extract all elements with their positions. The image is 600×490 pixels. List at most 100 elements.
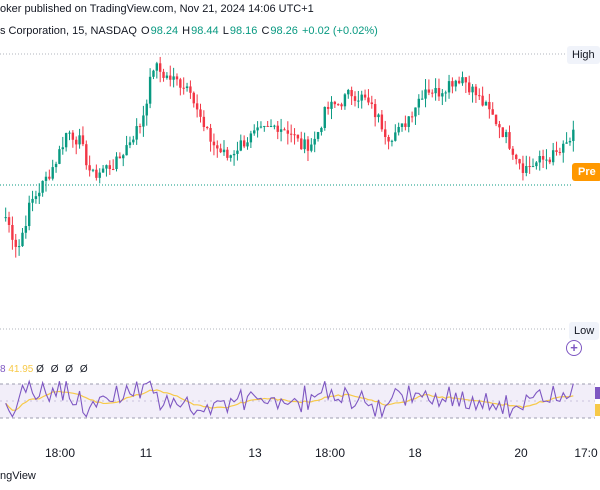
candle-body xyxy=(484,101,488,106)
rsi-line xyxy=(5,379,574,419)
rsi-ma-value: 41.95 xyxy=(8,364,34,375)
low-price-label: Low xyxy=(569,322,600,340)
candle-body xyxy=(195,103,199,110)
candle-body xyxy=(343,94,347,107)
candle-body xyxy=(394,132,397,141)
candle-body xyxy=(521,163,525,173)
candle-body xyxy=(313,138,316,145)
candle-body xyxy=(249,133,253,143)
candle-body xyxy=(165,75,169,78)
candle-body xyxy=(259,126,263,128)
candle-body xyxy=(451,81,454,87)
candle-body xyxy=(420,98,424,100)
candle-body xyxy=(88,165,91,171)
candle-body xyxy=(256,127,259,131)
candle-body xyxy=(189,86,192,93)
candle-body xyxy=(24,226,28,233)
candle-body xyxy=(279,129,283,132)
candle-body xyxy=(417,98,421,108)
candle-body xyxy=(239,140,242,151)
premarket-price-label: Pre xyxy=(572,163,600,181)
candle-body xyxy=(337,104,340,106)
candle-body xyxy=(14,239,17,247)
tradingview-attribution[interactable]: ngView xyxy=(0,470,36,482)
candle-body xyxy=(390,140,394,142)
candle-body xyxy=(54,163,58,168)
candle-body xyxy=(454,80,457,87)
candle-body xyxy=(289,133,293,135)
candle-body xyxy=(370,102,373,105)
candle-body xyxy=(437,88,441,97)
x-tick-label: 20 xyxy=(514,446,528,460)
open-value: 98.24 xyxy=(150,25,179,37)
candle-body xyxy=(229,155,232,158)
candle-body xyxy=(531,166,535,168)
candle-body xyxy=(400,123,404,127)
candle-body xyxy=(115,156,118,170)
candle-body xyxy=(300,138,303,150)
candle-body xyxy=(58,149,61,164)
candle-body xyxy=(410,116,414,118)
candle-body xyxy=(511,148,515,155)
candle-body xyxy=(404,123,407,127)
candle-body xyxy=(330,101,333,109)
candle-body xyxy=(360,94,363,101)
candle-body xyxy=(427,89,431,93)
candle-body xyxy=(128,142,132,146)
candle-body xyxy=(320,127,323,133)
candle-body xyxy=(155,63,159,71)
candle-body xyxy=(17,246,21,248)
candle-body xyxy=(293,134,296,136)
candle-body xyxy=(41,180,44,193)
candle-body xyxy=(568,140,572,143)
candle-body xyxy=(407,116,410,127)
candle-body xyxy=(431,92,434,94)
candle-body xyxy=(216,145,219,149)
candle-body xyxy=(464,77,468,83)
candle-body xyxy=(441,93,444,97)
candle-body xyxy=(494,114,498,125)
candle-body xyxy=(414,107,417,117)
candle-body xyxy=(122,155,125,159)
candle-body xyxy=(48,176,51,179)
candle-body xyxy=(269,125,273,127)
candle-body xyxy=(138,126,142,128)
candle-body xyxy=(478,95,481,97)
candle-body xyxy=(387,137,390,142)
symbol-name[interactable]: s Corporation, 15, NASDAQ xyxy=(0,25,137,37)
candle-body xyxy=(44,176,48,181)
x-tick-label: 11 xyxy=(139,446,153,460)
published-header: oker published on TradingView.com, Nov 2… xyxy=(0,3,314,15)
candle-body xyxy=(347,90,350,95)
candle-body xyxy=(447,81,451,93)
candle-body xyxy=(68,132,71,134)
candle-body xyxy=(380,114,384,130)
candle-body xyxy=(538,156,541,163)
candle-body xyxy=(212,141,216,146)
candle-body xyxy=(397,126,400,133)
rsi-ma-axis-tag xyxy=(595,404,600,416)
close-value: 98.26 xyxy=(270,25,298,37)
candle-body xyxy=(310,144,313,151)
candle-body xyxy=(373,104,377,118)
candle-body xyxy=(242,140,246,147)
candle-body xyxy=(162,71,165,78)
candle-body xyxy=(226,149,229,158)
candle-body xyxy=(528,166,531,168)
change-value: +0.02 (+0.02%) xyxy=(301,25,378,37)
candle-body xyxy=(306,139,310,151)
candle-body xyxy=(471,86,474,93)
x-tick-label: 13 xyxy=(248,446,262,460)
candle-body xyxy=(276,125,279,132)
candle-body xyxy=(316,132,320,139)
plus-circle-icon[interactable]: + xyxy=(566,340,582,356)
candle-body xyxy=(91,169,95,171)
candle-body xyxy=(558,151,562,153)
candle-body xyxy=(34,196,38,199)
candle-body xyxy=(78,135,81,145)
candle-body xyxy=(142,115,145,127)
low-value: 98.16 xyxy=(229,25,258,37)
candle-body xyxy=(95,169,98,178)
candle-body xyxy=(474,86,478,96)
